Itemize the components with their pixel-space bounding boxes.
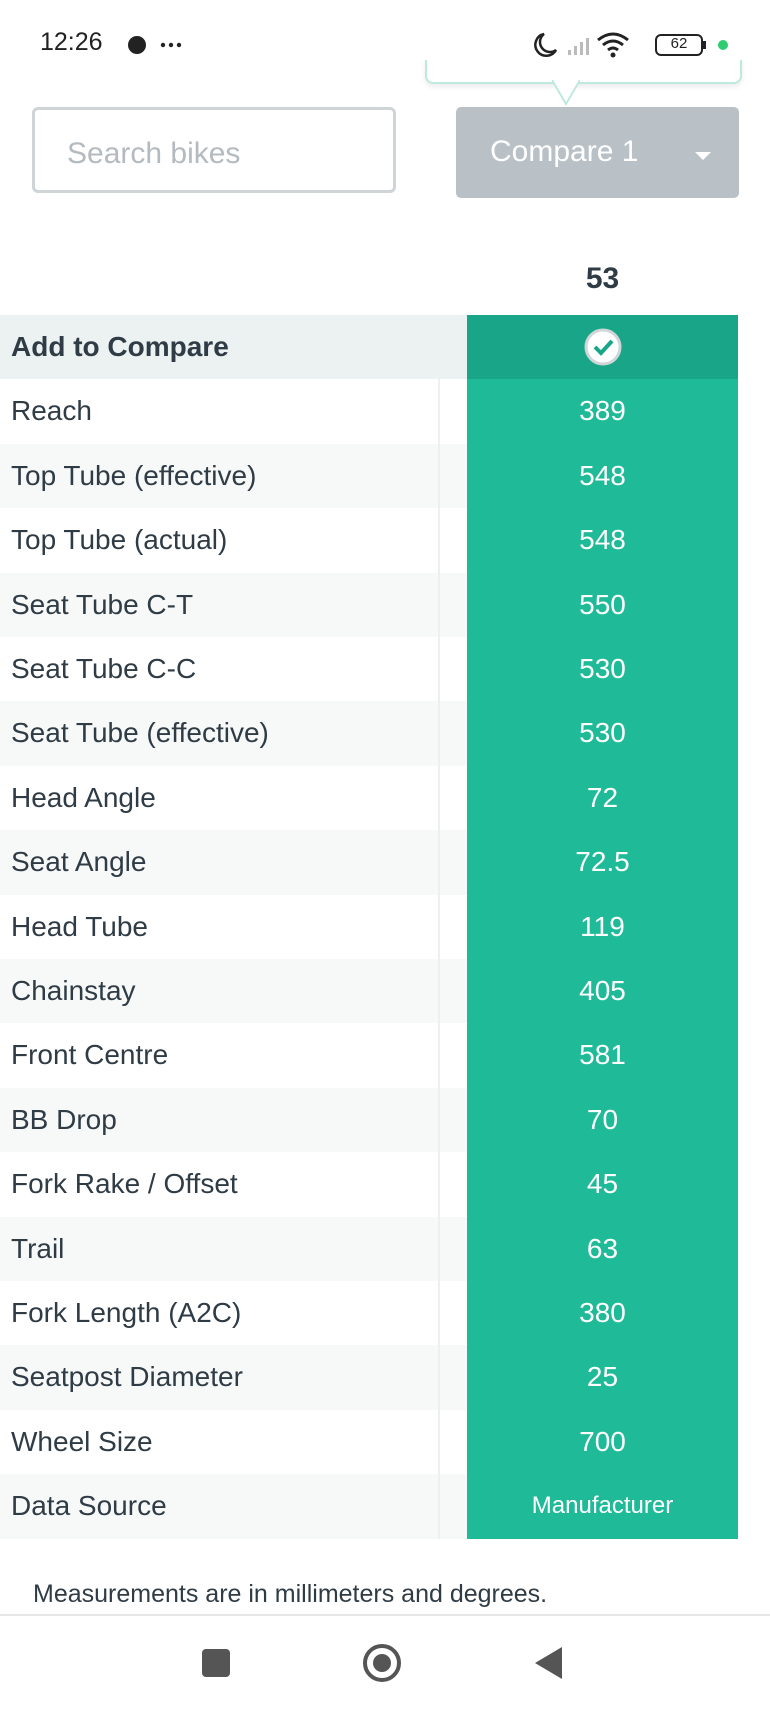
divider [438, 701, 440, 766]
add-to-compare-row: Add to Compare [0, 315, 738, 380]
divider [438, 443, 440, 509]
table-row: Reach 389 [0, 379, 738, 444]
table-row: Seat Tube C-T 550 [0, 572, 738, 637]
divider [438, 1409, 440, 1475]
row-label: Top Tube (actual) [11, 524, 228, 556]
divider [438, 1345, 440, 1410]
compare-checkbox[interactable] [467, 315, 738, 380]
row-label: Add to Compare [11, 331, 229, 362]
table-row: Fork Rake / Offset 45 [0, 1152, 738, 1217]
divider [438, 508, 440, 573]
row-label: Wheel Size [11, 1425, 153, 1457]
row-label: Fork Length (A2C) [11, 1297, 242, 1328]
divider [438, 637, 440, 702]
table-row: Front Centre 581 [0, 1023, 738, 1088]
table-row: Fork Length (A2C) 380 [0, 1281, 738, 1346]
nav-bar [0, 1614, 770, 1713]
recent-button[interactable] [202, 1649, 230, 1677]
divider [438, 1152, 440, 1217]
status-icons-right [534, 32, 728, 58]
divider [438, 765, 440, 831]
table-row: Data Source Manufacturer [0, 1474, 738, 1539]
divider [438, 1474, 440, 1539]
divider [438, 894, 440, 959]
table-row: Top Tube (actual) 548 [0, 508, 738, 573]
nav-icons [202, 1644, 562, 1682]
footnote: Measurements are in millimeters and degr… [33, 1580, 548, 1608]
row-label: Head Angle [11, 781, 156, 813]
table-row: Trail 63 [0, 1216, 738, 1281]
table-row: Wheel Size 700 [0, 1409, 738, 1475]
row-value: 119 [467, 894, 738, 959]
table-row: Seat Tube (effective) 530 [0, 701, 738, 766]
row-value: 45 [467, 1152, 738, 1217]
row-value: 530 [467, 637, 738, 702]
row-label: BB Drop [11, 1103, 117, 1135]
row-value: 530 [467, 701, 738, 766]
row-value: 548 [467, 443, 738, 509]
home-button[interactable] [363, 1644, 401, 1682]
table-row: Seatpost Diameter 25 [0, 1345, 738, 1410]
row-value: 581 [467, 1023, 738, 1088]
row-value: Manufacturer [467, 1474, 738, 1539]
compare-button[interactable]: Compare 1 [456, 107, 739, 198]
search-placeholder: Search bikes [67, 137, 241, 170]
divider [438, 1216, 440, 1281]
compare-label: Compare 1 [490, 135, 639, 168]
row-label: Seat Angle [11, 846, 147, 878]
row-label: Data Source [11, 1490, 167, 1522]
table-row: Chainstay 405 [0, 959, 738, 1024]
divider [438, 572, 440, 637]
table-row: Seat Tube C-C 530 [0, 637, 738, 702]
row-value: 63 [467, 1216, 738, 1281]
divider [438, 1087, 440, 1153]
back-button[interactable] [535, 1647, 562, 1679]
row-value: 700 [467, 1409, 738, 1475]
table-row: Head Tube 119 [0, 894, 738, 959]
status-bar: 12:26 62 [0, 0, 770, 80]
row-label: Fork Rake / Offset [11, 1168, 238, 1200]
row-label: Trail [11, 1232, 65, 1264]
column-header: 53 [585, 262, 620, 295]
row-value: 550 [467, 572, 738, 637]
divider [438, 830, 440, 895]
divider [438, 1281, 440, 1346]
divider [438, 1023, 440, 1088]
row-value: 405 [467, 959, 738, 1024]
row-label: Top Tube (effective) [11, 459, 257, 491]
row-label: Front Centre [11, 1039, 169, 1071]
row-label: Seat Tube C-C [11, 653, 197, 684]
row-value: 72 [467, 765, 738, 831]
row-label: Seat Tube (effective) [11, 717, 269, 749]
divider [438, 959, 440, 1024]
row-value: 389 [467, 379, 738, 444]
table-row: Seat Angle 72.5 [0, 830, 738, 895]
status-icons-left [128, 36, 182, 54]
table-row: Head Angle 72 [0, 765, 738, 831]
row-label: Seat Tube C-T [11, 588, 194, 620]
clock: 12:26 [40, 28, 103, 56]
row-value: 548 [467, 508, 738, 573]
row-label: Reach [11, 395, 92, 427]
tooltip-arrow [552, 80, 580, 106]
tooltip [425, 60, 742, 84]
row-value: 380 [467, 1281, 738, 1346]
row-label: Chainstay [11, 975, 136, 1006]
table-row: Top Tube (effective) 548 [0, 443, 738, 509]
battery-level: 62 [670, 35, 688, 52]
search-input[interactable]: Search bikes [32, 107, 396, 193]
row-value: 70 [467, 1087, 738, 1153]
divider [438, 379, 440, 444]
row-value: 72.5 [467, 830, 738, 895]
row-label: Head Tube [11, 910, 148, 942]
table-row: BB Drop 70 [0, 1087, 738, 1153]
row-label: Seatpost Diameter [11, 1361, 243, 1393]
row-value: 25 [467, 1345, 738, 1410]
